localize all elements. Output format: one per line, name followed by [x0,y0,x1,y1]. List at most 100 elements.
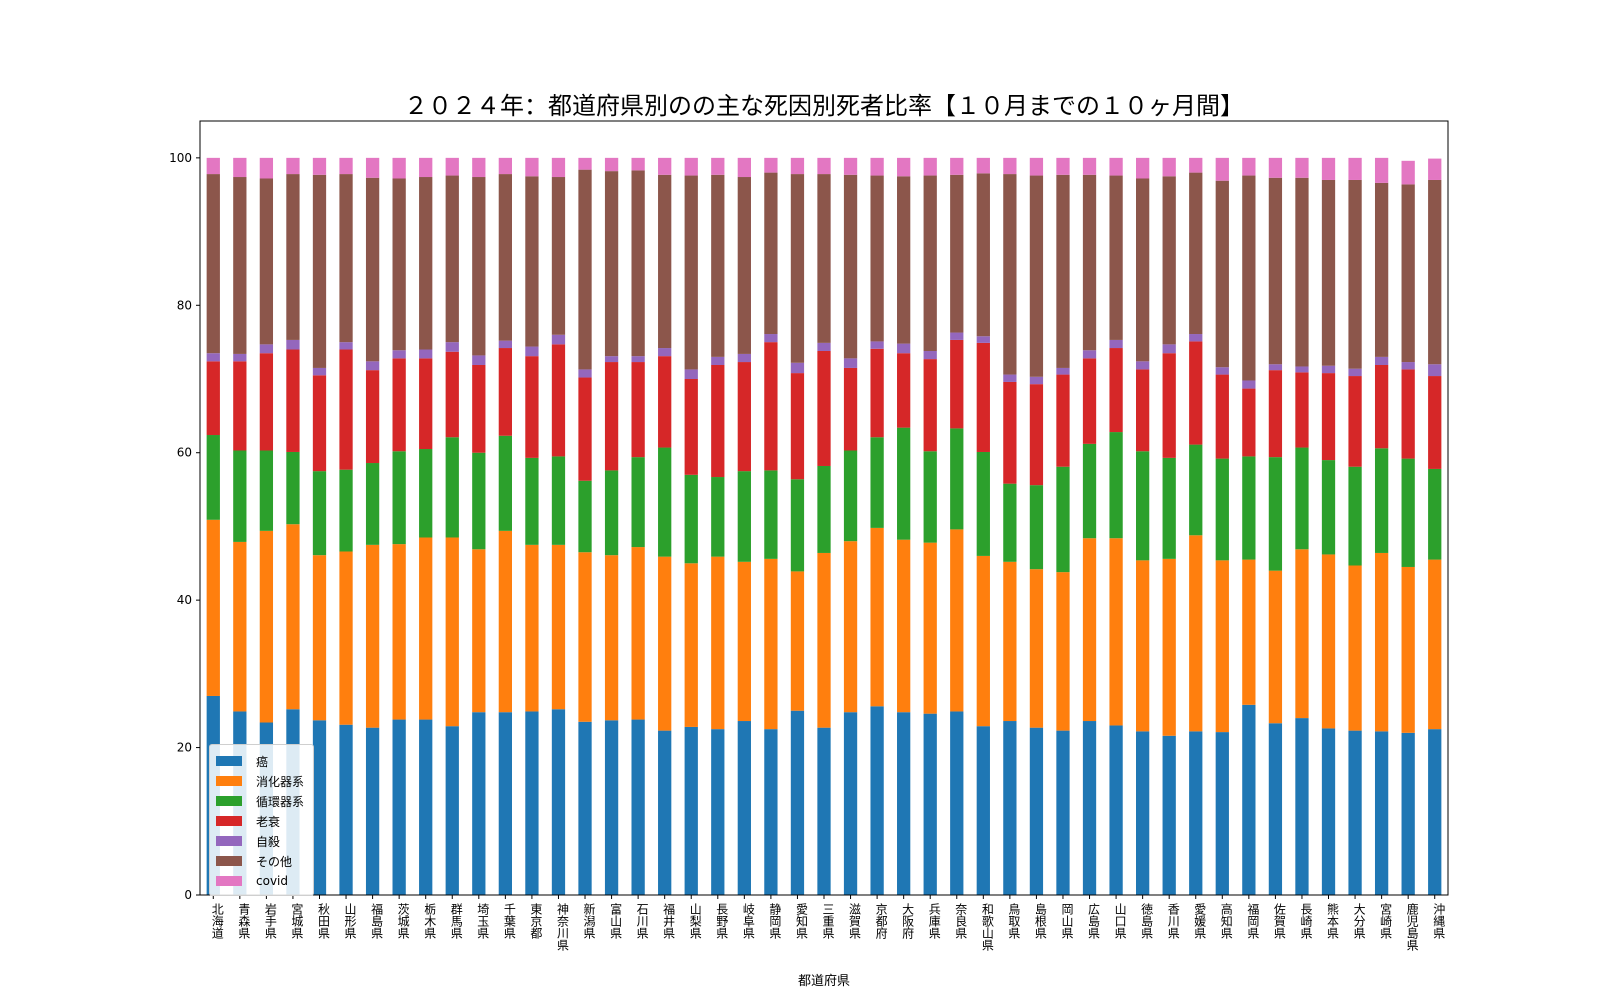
bar-segment-25-5 [870,175,884,342]
bar-segment-37-1 [1189,535,1203,732]
bars-layer [206,157,1442,895]
bar-segment-26-1 [897,539,911,713]
x-tick-label: 徳島県 [1140,902,1154,939]
bar-segment-29-3 [976,342,990,452]
bar-segment-19-5 [711,174,725,357]
bar-segment-32-3 [1056,374,1070,467]
bar-segment-37-3 [1189,341,1203,445]
x-tick-label: 新潟県 [582,902,596,939]
bar-segment-46-4 [1428,364,1442,377]
x-tick-label: 北海道 [210,903,224,939]
bar-segment-12-1 [525,544,539,712]
bar-segment-9-3 [445,351,459,438]
bar-segment-27-3 [923,359,937,452]
bar-segment-3-4 [286,339,300,350]
bar-segment-23-4 [817,342,831,351]
axes-layer: 北海道 青森県 岩手県 宮城県 秋田県 山形県 福島県 茨城県 栃木県 群馬県 埼玉県 千葉県 東京都神… [169,120,1449,951]
bar-segment-25-4 [870,341,884,349]
bar-segment-34-5 [1109,175,1123,340]
y-tick-label: 60 [177,446,192,460]
bar-segment-29-5 [976,173,990,337]
bar-segment-32-2 [1056,466,1070,573]
bar-segment-9-1 [445,537,459,727]
plot-frame [199,120,1449,896]
bar-segment-14-6 [578,157,592,170]
bar-segment-7-2 [392,451,406,545]
bar-segment-14-5 [578,169,592,370]
legend-swatch [216,796,242,806]
x-tick-label: 兵庫県 [927,903,941,939]
bar-segment-28-3 [950,339,964,429]
bar-segment-11-2 [498,435,512,531]
bar-segment-40-5 [1268,177,1283,365]
bar-segment-38-1 [1215,560,1229,733]
bar-segment-39-5 [1242,175,1256,381]
bar-segment-42-6 [1321,157,1336,180]
bar-segment-17-0 [658,730,672,895]
bar-segment-36-5 [1162,176,1176,345]
legend-label: 癌 [256,754,269,769]
x-tick-label: 奈良県 [954,903,968,939]
bar-segment-36-6 [1162,157,1176,177]
bar-segment-21-6 [764,157,778,173]
bar-segment-41-0 [1295,718,1309,895]
bar-segment-1-4 [233,353,247,362]
bar-segment-16-1 [631,547,645,720]
bar-segment-30-1 [1003,561,1017,722]
x-tick-label: 鹿児島県 [1405,902,1419,951]
bar-segment-45-0 [1401,732,1415,895]
bar-segment-21-1 [764,558,778,730]
bar-segment-18-2 [684,474,698,564]
bar-segment-44-1 [1374,552,1389,732]
bar-segment-33-0 [1082,721,1097,895]
bar-segment-40-6 [1268,157,1283,178]
bar-segment-44-6 [1374,157,1389,183]
bar-segment-38-0 [1215,732,1229,895]
bar-segment-5-6 [339,157,353,175]
x-tick-label: 福島県 [370,902,384,939]
bar-segment-43-6 [1348,157,1362,180]
bar-segment-27-6 [923,157,937,176]
bar-segment-12-3 [525,356,539,458]
bar-segment-21-0 [764,729,778,895]
x-tick-label: 富山県 [609,902,623,939]
bar-segment-34-3 [1109,348,1123,433]
bar-segment-46-3 [1428,376,1442,469]
bar-segment-16-2 [631,457,645,548]
bar-segment-10-2 [472,452,486,550]
bar-segment-29-0 [976,726,990,895]
bar-segment-2-3 [259,353,274,451]
bar-segment-25-3 [870,348,884,438]
bar-segment-31-6 [1029,157,1044,176]
bar-segment-25-0 [870,706,884,895]
legend-swatch [216,856,242,866]
x-tick-label: 三重県 [821,903,835,939]
bar-segment-44-2 [1374,448,1389,553]
bar-segment-45-4 [1401,362,1415,370]
legend-item: 老衰 [216,811,305,831]
bar-segment-43-3 [1348,376,1362,467]
bar-segment-5-4 [339,342,353,350]
bar-segment-26-3 [897,353,911,428]
bar-segment-43-2 [1348,466,1362,566]
bar-segment-19-4 [711,356,725,365]
bar-segment-7-6 [392,157,406,179]
bar-segment-6-1 [365,544,380,728]
bar-segment-46-2 [1428,468,1442,560]
bar-segment-40-4 [1268,364,1283,371]
bar-segment-23-0 [817,727,831,895]
bar-segment-30-6 [1003,157,1017,175]
x-tick-label: 山梨県 [688,903,702,939]
bar-segment-39-0 [1242,704,1256,895]
bar-segment-22-0 [790,710,805,895]
bar-segment-10-1 [472,549,486,713]
bar-segment-20-6 [737,157,751,178]
bar-segment-45-5 [1401,184,1415,363]
bar-segment-42-0 [1321,728,1336,895]
bar-segment-8-6 [419,157,433,178]
bar-segment-0-6 [206,157,220,175]
bar-segment-22-5 [790,174,805,363]
bar-segment-17-5 [658,174,672,349]
bar-segment-46-5 [1428,179,1442,365]
bar-segment-44-4 [1374,356,1389,365]
